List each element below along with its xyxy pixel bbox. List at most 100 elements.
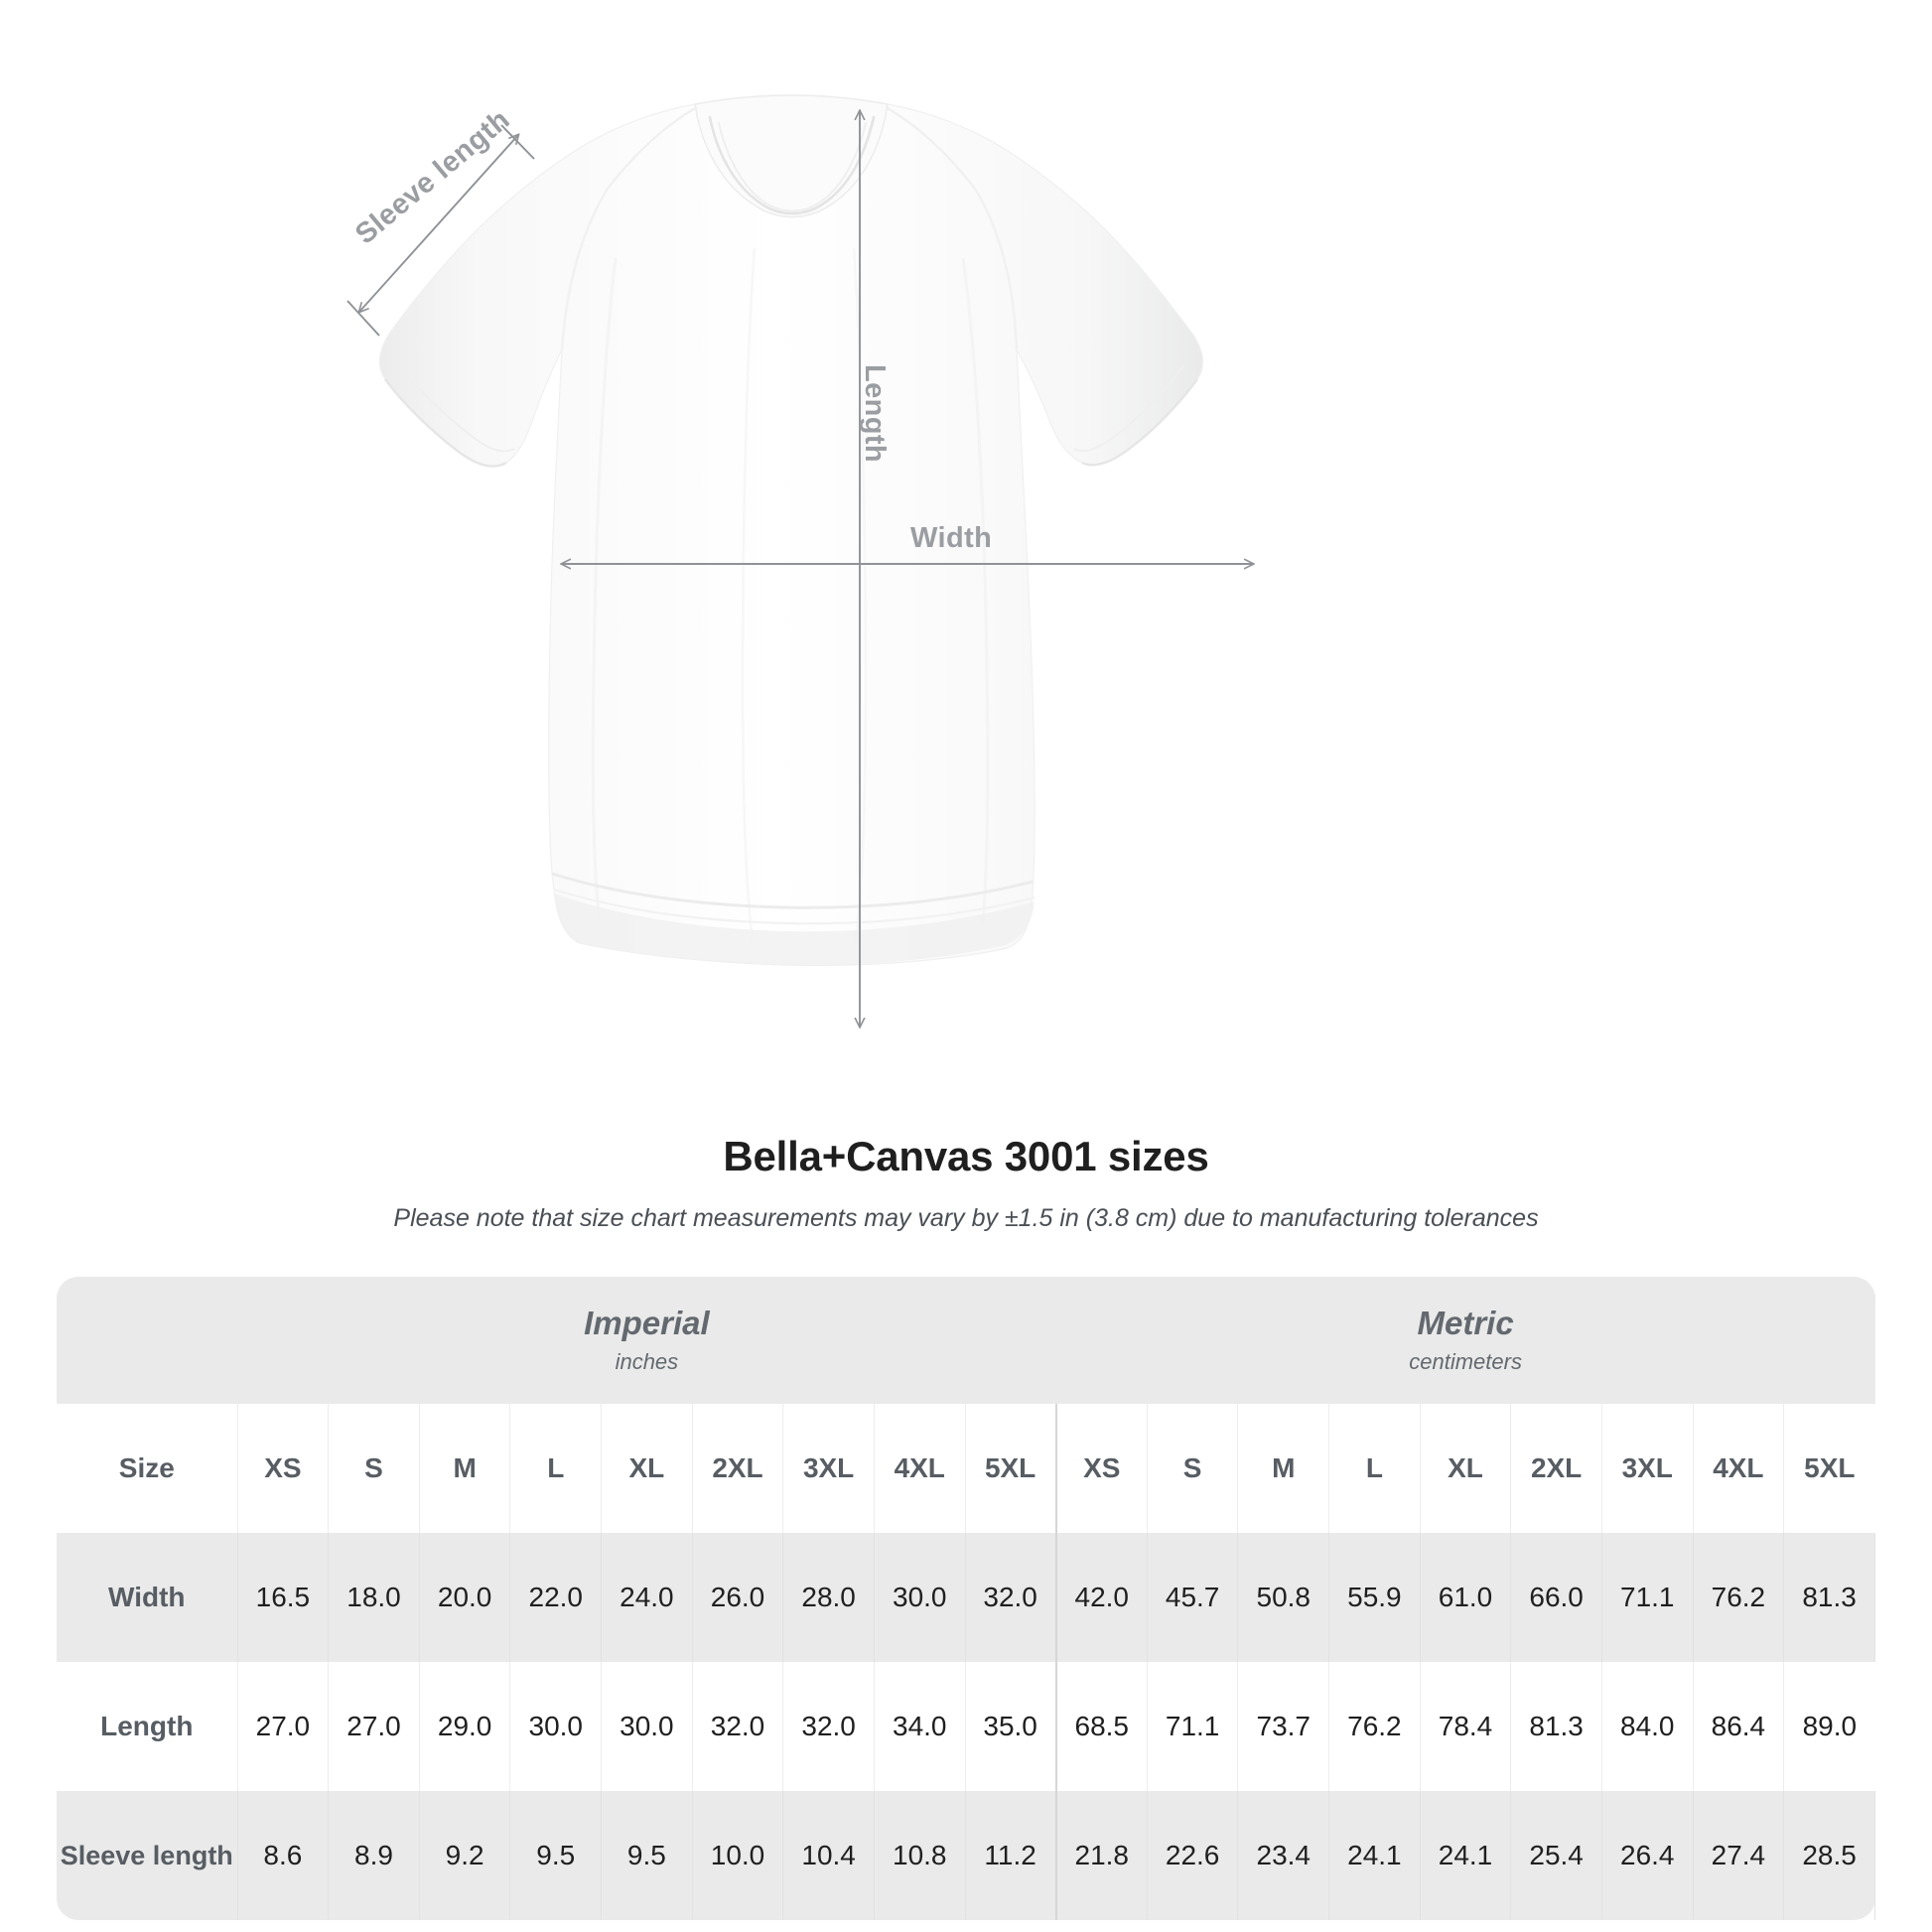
size-col-imperial-xs: XS [237,1404,330,1533]
sleeve-length-dimension-line [359,135,518,312]
length-label: Length [859,364,891,464]
cell-sleeve-metric-2xl: 25.4 [1510,1791,1602,1920]
title-block: Bella+Canvas 3001 sizes Please note that… [0,1132,1932,1233]
unit-system-header-row: Imperial inches Metric centimeters [57,1277,1875,1404]
size-col-imperial-5xl: 5XL [965,1404,1057,1533]
unit-name-imperial: Imperial [584,1304,710,1341]
cell-width-imperial-3xl: 28.0 [782,1533,875,1662]
cell-width-metric-xl: 61.0 [1420,1533,1512,1662]
cell-sleeve-imperial-4xl: 10.8 [874,1791,966,1920]
cell-width-metric-m: 50.8 [1237,1533,1330,1662]
size-col-metric-5xl: 5XL [1783,1404,1875,1533]
cell-sleeve-metric-3xl: 26.4 [1601,1791,1694,1920]
sleeve-tick-upper [500,124,535,160]
page-subtitle: Please note that size chart measurements… [393,1204,1539,1233]
size-col-metric-2xl: 2XL [1510,1404,1602,1533]
size-col-metric-3xl: 3XL [1601,1404,1694,1533]
size-col-metric-l: L [1328,1404,1421,1533]
cell-sleeve-metric-5xl: 28.5 [1783,1791,1875,1920]
cell-length-metric-3xl: 84.0 [1601,1662,1694,1791]
cell-width-metric-xs: 42.0 [1055,1533,1148,1662]
cell-width-metric-s: 45.7 [1147,1533,1239,1662]
size-table-container: Imperial inches Metric centimeters Size … [57,1277,1875,1920]
cell-width-metric-3xl: 71.1 [1601,1533,1694,1662]
cell-sleeve-metric-l: 24.1 [1328,1791,1421,1920]
unit-name-metric: Metric [1417,1304,1514,1341]
table-row-sleeve-length: Sleeve length 8.6 8.9 9.2 9.5 9.5 10.0 1… [57,1791,1875,1920]
table-row-length: Length 27.0 27.0 29.0 30.0 30.0 32.0 32.… [57,1662,1875,1791]
tshirt-illustration: Sleeve length Length Width [346,94,1932,1122]
size-col-imperial-4xl: 4XL [874,1404,966,1533]
size-col-metric-xs: XS [1055,1404,1148,1533]
size-header-row: Size XS S M L XL 2XL 3XL 4XL 5XL XS S M … [57,1404,1875,1533]
cell-length-imperial-5xl: 35.0 [965,1662,1057,1791]
size-col-imperial-l: L [509,1404,603,1533]
size-col-imperial-xl: XL [601,1404,693,1533]
size-chart-table: Imperial inches Metric centimeters Size … [57,1277,1875,1920]
unit-sub-metric: centimeters [1409,1349,1522,1375]
cell-length-imperial-4xl: 34.0 [874,1662,966,1791]
size-col-metric-4xl: 4XL [1693,1404,1785,1533]
cell-sleeve-imperial-xl: 9.5 [601,1791,693,1920]
cell-length-metric-2xl: 81.3 [1510,1662,1602,1791]
cell-sleeve-metric-s: 22.6 [1147,1791,1239,1920]
cell-length-imperial-l: 30.0 [509,1662,603,1791]
measurement-lines [346,111,1253,1027]
size-col-metric-m: M [1237,1404,1330,1533]
size-col-metric-s: S [1147,1404,1239,1533]
size-col-imperial-3xl: 3XL [782,1404,875,1533]
cell-width-imperial-l: 22.0 [509,1533,603,1662]
cell-width-imperial-s: 18.0 [328,1533,420,1662]
cell-sleeve-imperial-2xl: 10.0 [692,1791,784,1920]
cell-sleeve-imperial-m: 9.2 [419,1791,511,1920]
cell-width-imperial-2xl: 26.0 [692,1533,784,1662]
cell-length-imperial-3xl: 32.0 [782,1662,875,1791]
cell-sleeve-metric-xl: 24.1 [1420,1791,1512,1920]
cell-width-imperial-5xl: 32.0 [965,1533,1057,1662]
cell-sleeve-metric-4xl: 27.4 [1693,1791,1785,1920]
size-col-metric-xl: XL [1420,1404,1512,1533]
table-row-width: Width 16.5 18.0 20.0 22.0 24.0 26.0 28.0… [57,1533,1875,1662]
cell-length-metric-xl: 78.4 [1420,1662,1512,1791]
cell-length-metric-m: 73.7 [1237,1662,1330,1791]
cell-sleeve-imperial-s: 8.9 [328,1791,420,1920]
cell-sleeve-metric-xs: 21.8 [1055,1791,1148,1920]
cell-width-metric-4xl: 76.2 [1693,1533,1785,1662]
cell-width-imperial-m: 20.0 [419,1533,511,1662]
row-label-width: Width [57,1533,238,1662]
sleeve-tick-lower [346,300,380,337]
cell-length-metric-xs: 68.5 [1055,1662,1148,1791]
width-label: Width [910,522,993,554]
tshirt-shape [378,94,1204,966]
cell-length-metric-5xl: 89.0 [1783,1662,1875,1791]
size-col-imperial-m: M [419,1404,511,1533]
cell-length-metric-l: 76.2 [1328,1662,1421,1791]
unit-sub-imperial: inches [615,1349,679,1375]
cell-sleeve-imperial-l: 9.5 [509,1791,603,1920]
unit-header-imperial: Imperial inches [237,1277,1056,1404]
cell-sleeve-imperial-3xl: 10.4 [782,1791,875,1920]
size-col-imperial-2xl: 2XL [692,1404,784,1533]
row-label-length: Length [57,1662,238,1791]
unit-header-metric: Metric centimeters [1055,1277,1875,1404]
unit-header-spacer [57,1277,238,1404]
cell-length-metric-s: 71.1 [1147,1662,1239,1791]
cell-length-imperial-2xl: 32.0 [692,1662,784,1791]
cell-width-imperial-xs: 16.5 [237,1533,330,1662]
cell-width-imperial-xl: 24.0 [601,1533,693,1662]
row-label-sleeve-length: Sleeve length [57,1791,238,1920]
cell-length-imperial-xs: 27.0 [237,1662,330,1791]
page-title: Bella+Canvas 3001 sizes [723,1133,1209,1179]
cell-width-metric-2xl: 66.0 [1510,1533,1602,1662]
cell-sleeve-imperial-xs: 8.6 [237,1791,330,1920]
cell-length-imperial-s: 27.0 [328,1662,420,1791]
cell-length-imperial-m: 29.0 [419,1662,511,1791]
size-header-label: Size [57,1404,238,1533]
cell-width-metric-5xl: 81.3 [1783,1533,1875,1662]
cell-length-imperial-xl: 30.0 [601,1662,693,1791]
cell-length-metric-4xl: 86.4 [1693,1662,1785,1791]
size-col-imperial-s: S [328,1404,420,1533]
cell-sleeve-imperial-5xl: 11.2 [965,1791,1057,1920]
cell-width-metric-l: 55.9 [1328,1533,1421,1662]
